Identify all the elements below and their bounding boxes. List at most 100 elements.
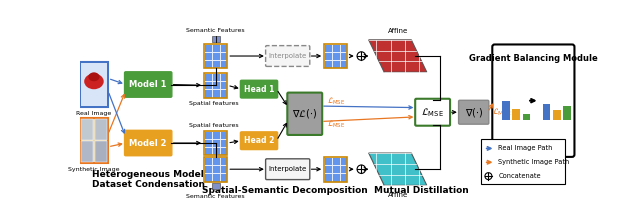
Bar	[212, 157, 220, 165]
Bar	[204, 81, 212, 89]
Text: Synthetic Image Path: Synthetic Image Path	[499, 159, 570, 165]
Bar	[204, 147, 212, 155]
Bar	[324, 165, 332, 173]
Text: Mutual Distillation: Mutual Distillation	[374, 186, 468, 195]
Bar	[220, 89, 227, 98]
Bar	[324, 173, 332, 182]
Text: Real Image Path: Real Image Path	[499, 145, 553, 151]
Bar	[212, 36, 220, 42]
Bar	[204, 73, 227, 98]
Bar	[513, 109, 520, 120]
Bar	[543, 104, 550, 120]
Bar	[332, 165, 340, 173]
Bar	[324, 44, 332, 52]
Bar	[212, 60, 220, 68]
Bar	[212, 139, 220, 147]
Bar	[324, 52, 332, 60]
Text: Head 2: Head 2	[244, 136, 274, 145]
Text: $\mathcal{L}_\mathrm{MSE}$: $\mathcal{L}_\mathrm{MSE}$	[421, 106, 444, 119]
Bar	[212, 73, 220, 81]
Text: Real Image: Real Image	[76, 111, 111, 116]
Bar	[95, 119, 107, 140]
Bar	[220, 147, 227, 155]
Polygon shape	[369, 153, 427, 185]
Text: Interpolate: Interpolate	[269, 53, 307, 59]
Bar	[204, 44, 212, 52]
Bar	[204, 165, 212, 173]
FancyBboxPatch shape	[241, 132, 278, 150]
FancyBboxPatch shape	[266, 46, 310, 66]
Bar	[204, 157, 227, 182]
Bar	[212, 52, 220, 60]
Bar	[332, 44, 340, 52]
Bar	[81, 141, 93, 162]
Text: $\mathcal{L}_\mathrm{MSE}$: $\mathcal{L}_\mathrm{MSE}$	[327, 96, 346, 107]
Bar	[553, 110, 561, 120]
Bar	[204, 139, 212, 147]
Text: Heterogeneous Model
Dataset Condensation: Heterogeneous Model Dataset Condensation	[92, 170, 205, 189]
FancyBboxPatch shape	[287, 93, 322, 135]
Ellipse shape	[88, 72, 100, 81]
Text: Spatial-Semantic Decomposition: Spatial-Semantic Decomposition	[202, 186, 368, 195]
Text: Spatial features: Spatial features	[189, 101, 239, 106]
Bar	[220, 165, 227, 173]
Bar	[204, 60, 212, 68]
Text: Spatial features: Spatial features	[189, 123, 239, 128]
Text: $\mathcal{L}_\mathrm{MSE}$: $\mathcal{L}_\mathrm{MSE}$	[327, 119, 346, 130]
Bar	[220, 73, 227, 81]
Bar	[481, 139, 565, 184]
Bar	[81, 63, 107, 106]
Text: Semantic Features: Semantic Features	[186, 194, 245, 199]
Bar	[340, 60, 348, 68]
Text: Affine: Affine	[388, 192, 408, 198]
Bar	[204, 73, 212, 81]
Text: $\nabla(\cdot)$: $\nabla(\cdot)$	[465, 106, 483, 119]
Bar	[204, 89, 212, 98]
Bar	[220, 60, 227, 68]
Bar	[324, 157, 348, 182]
Bar	[80, 62, 108, 107]
FancyBboxPatch shape	[415, 99, 450, 126]
Bar	[204, 131, 212, 139]
Text: Concatenate: Concatenate	[499, 173, 541, 179]
Bar	[220, 173, 227, 182]
Bar	[324, 157, 332, 165]
Bar	[332, 60, 340, 68]
Bar	[204, 131, 227, 155]
Bar	[212, 89, 220, 98]
Bar	[563, 106, 571, 120]
Bar	[220, 131, 227, 139]
Bar	[340, 157, 348, 165]
Bar	[204, 52, 212, 60]
Bar	[220, 52, 227, 60]
Text: Gradient Balancing Module: Gradient Balancing Module	[469, 54, 598, 64]
Ellipse shape	[84, 74, 104, 89]
Bar	[212, 131, 220, 139]
Circle shape	[485, 173, 492, 180]
Bar	[95, 141, 107, 162]
Bar	[220, 44, 227, 52]
Bar	[220, 157, 227, 165]
FancyBboxPatch shape	[125, 72, 172, 97]
Bar	[502, 101, 510, 120]
FancyBboxPatch shape	[125, 130, 172, 156]
FancyBboxPatch shape	[459, 100, 489, 124]
Text: Model 1: Model 1	[129, 80, 167, 89]
Bar	[80, 118, 108, 163]
Bar	[204, 44, 227, 68]
Circle shape	[357, 52, 365, 60]
Text: $\nabla\mathcal{L}(\cdot)$: $\nabla\mathcal{L}(\cdot)$	[292, 107, 317, 120]
Text: Model 2: Model 2	[129, 138, 167, 148]
Bar	[340, 173, 348, 182]
Bar	[212, 165, 220, 173]
FancyBboxPatch shape	[241, 80, 278, 98]
Bar	[324, 60, 332, 68]
Bar	[220, 81, 227, 89]
Bar	[212, 81, 220, 89]
Bar	[332, 157, 340, 165]
Bar	[522, 114, 531, 120]
Bar	[220, 139, 227, 147]
Bar	[340, 165, 348, 173]
Bar	[212, 183, 220, 189]
Bar	[324, 44, 348, 68]
